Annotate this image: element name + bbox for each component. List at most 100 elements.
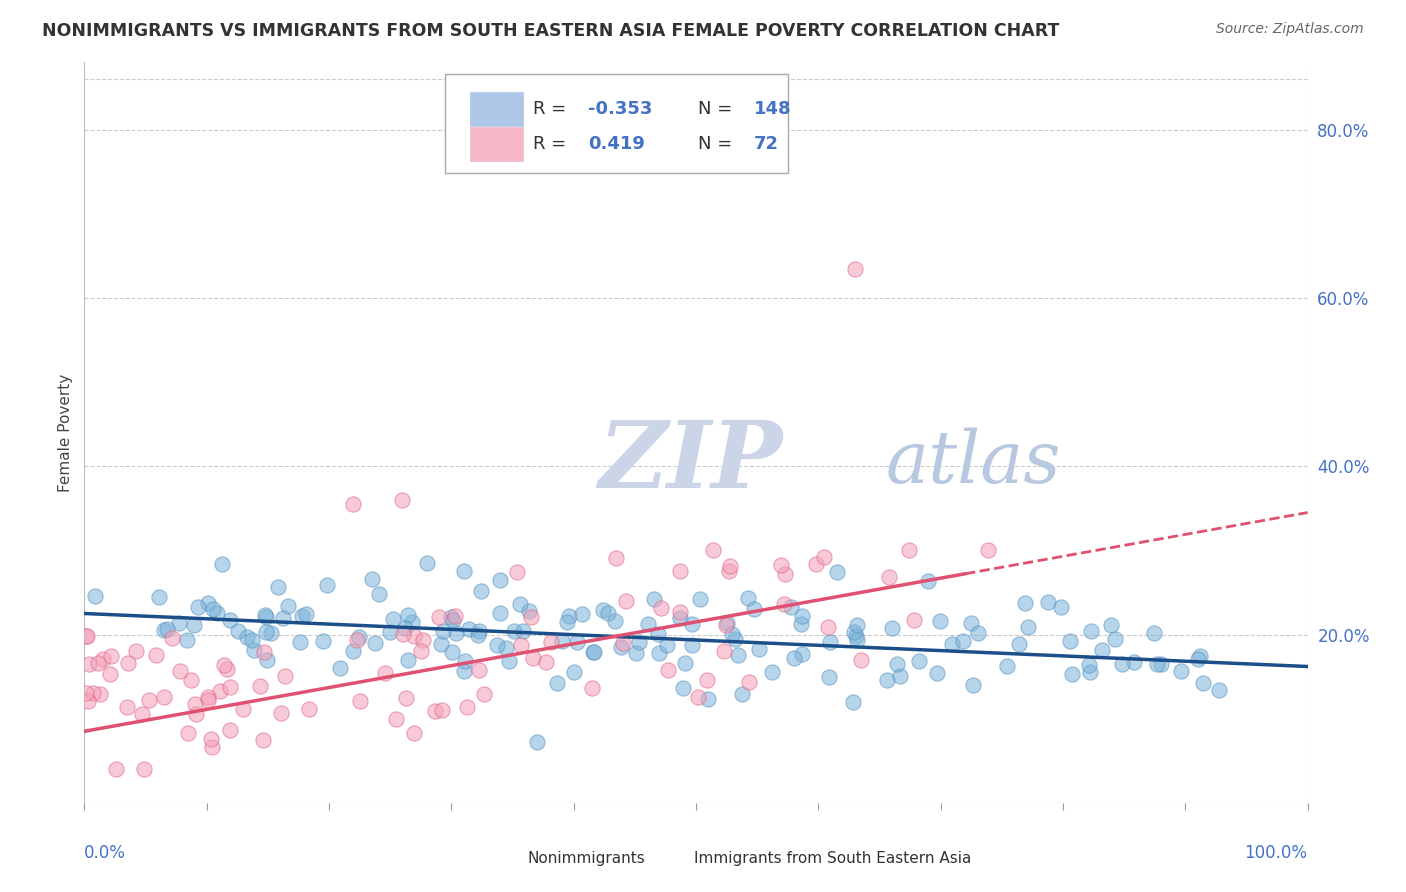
- Point: [877, 570, 900, 584]
- Point: [432, 703, 454, 717]
- Point: [349, 630, 371, 644]
- Point: [603, 615, 626, 629]
- Point: [841, 695, 863, 709]
- Point: [396, 608, 419, 623]
- Point: [845, 629, 868, 643]
- Point: [804, 557, 827, 571]
- Point: [432, 624, 454, 638]
- Point: [1091, 643, 1114, 657]
- Point: [742, 601, 765, 615]
- Point: [605, 551, 627, 566]
- Point: [669, 564, 692, 578]
- Point: [713, 644, 735, 658]
- FancyBboxPatch shape: [470, 92, 523, 126]
- Point: [517, 604, 540, 618]
- Point: [724, 632, 747, 647]
- Point: [689, 592, 711, 607]
- Point: [288, 634, 311, 648]
- Point: [959, 615, 981, 630]
- Point: [91, 652, 114, 666]
- Point: [1017, 620, 1039, 634]
- Point: [581, 681, 603, 695]
- Point: [1123, 656, 1146, 670]
- Point: [270, 706, 292, 720]
- Point: [131, 706, 153, 721]
- Point: [714, 618, 737, 632]
- Point: [731, 687, 754, 701]
- Point: [401, 615, 423, 629]
- Point: [360, 572, 382, 586]
- Point: [697, 692, 720, 706]
- Point: [880, 622, 903, 636]
- Point: [404, 726, 426, 740]
- Point: [219, 723, 242, 737]
- Point: [628, 634, 651, 648]
- Point: [454, 654, 477, 668]
- Text: ZIP: ZIP: [598, 417, 782, 508]
- Point: [346, 633, 368, 648]
- Point: [312, 634, 335, 648]
- Point: [253, 608, 276, 623]
- Point: [596, 606, 619, 620]
- Point: [329, 661, 352, 675]
- Point: [349, 694, 371, 708]
- Point: [254, 610, 277, 624]
- Point: [77, 657, 100, 672]
- Point: [818, 634, 841, 648]
- Point: [117, 656, 139, 670]
- Point: [657, 663, 679, 677]
- Point: [468, 624, 491, 639]
- Point: [396, 652, 419, 666]
- Point: [738, 674, 761, 689]
- Point: [75, 629, 97, 643]
- Point: [156, 622, 179, 636]
- Point: [363, 636, 385, 650]
- Point: [456, 699, 478, 714]
- Point: [520, 609, 543, 624]
- Point: [395, 691, 418, 706]
- Point: [967, 625, 990, 640]
- Point: [152, 690, 174, 704]
- Point: [249, 680, 271, 694]
- Point: [385, 712, 408, 726]
- Point: [977, 543, 1000, 558]
- Point: [1192, 676, 1215, 690]
- Point: [176, 632, 198, 647]
- Point: [846, 618, 869, 632]
- Point: [441, 613, 464, 627]
- Point: [941, 637, 963, 651]
- Point: [673, 656, 696, 670]
- Point: [267, 580, 290, 594]
- Point: [391, 492, 413, 507]
- Point: [177, 726, 200, 740]
- Point: [512, 624, 534, 638]
- Point: [125, 644, 148, 658]
- Point: [727, 648, 749, 663]
- Text: Immigrants from South Eastern Asia: Immigrants from South Eastern Asia: [693, 851, 972, 866]
- Point: [294, 607, 316, 622]
- Point: [1143, 625, 1166, 640]
- Point: [702, 543, 724, 558]
- Point: [256, 653, 278, 667]
- Point: [169, 664, 191, 678]
- Point: [134, 762, 156, 776]
- Point: [688, 690, 710, 704]
- Point: [817, 620, 839, 634]
- Point: [297, 701, 319, 715]
- Point: [412, 633, 434, 648]
- Point: [509, 638, 531, 652]
- Point: [498, 654, 520, 668]
- Point: [427, 610, 450, 624]
- Point: [925, 665, 948, 680]
- Point: [444, 626, 467, 640]
- Point: [929, 615, 952, 629]
- Point: [208, 683, 231, 698]
- Point: [624, 646, 647, 660]
- Point: [211, 557, 233, 571]
- Point: [540, 635, 562, 649]
- Point: [316, 578, 339, 592]
- Point: [773, 567, 796, 582]
- Y-axis label: Female Poverty: Female Poverty: [58, 374, 73, 491]
- Text: atlas: atlas: [886, 427, 1062, 498]
- Point: [218, 613, 240, 627]
